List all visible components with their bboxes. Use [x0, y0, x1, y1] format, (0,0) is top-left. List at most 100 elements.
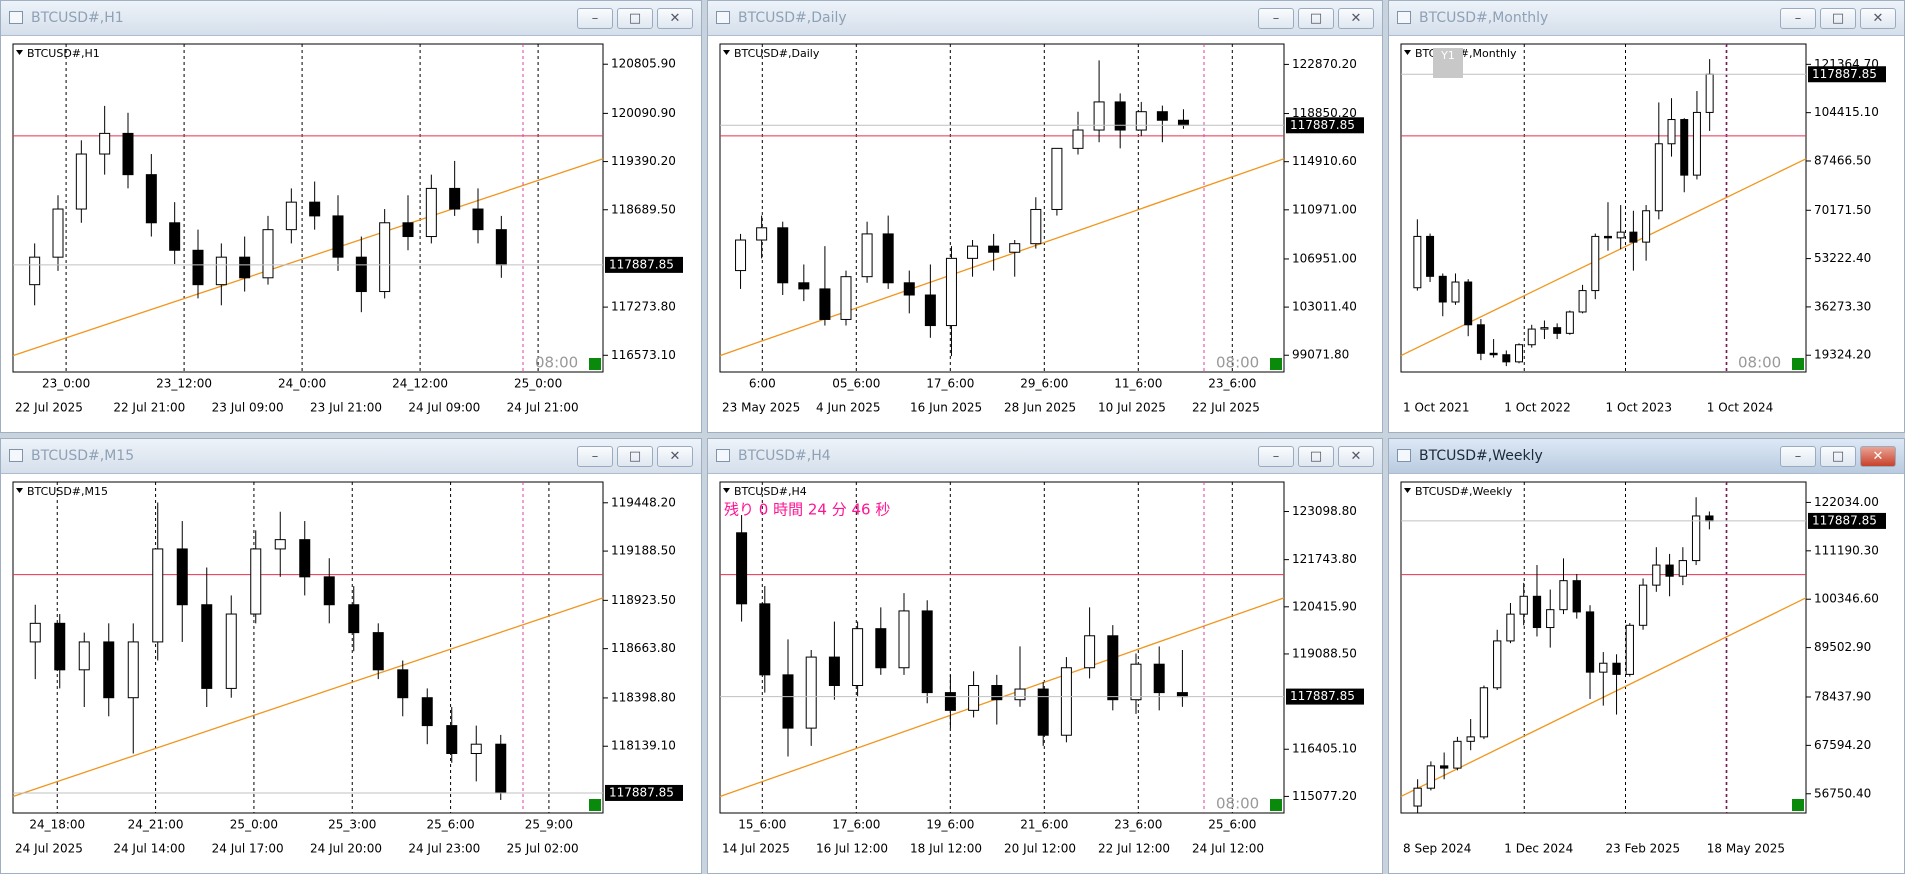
window-icon [716, 11, 730, 24]
price-label: 118663.80 [611, 641, 676, 655]
time-label: 24_21:00 [128, 818, 184, 832]
minimize-button[interactable]: – [577, 446, 613, 467]
minimize-button[interactable]: – [1780, 8, 1816, 29]
candle-body [372, 632, 384, 671]
date-label: 1 Dec 2024 [1504, 842, 1573, 856]
candle-body [446, 725, 458, 754]
candle-body [1519, 595, 1528, 615]
maximize-button[interactable]: □ [1820, 446, 1856, 467]
candle-body [1559, 580, 1568, 611]
close-button[interactable]: ✕ [1338, 446, 1374, 467]
candle-body [819, 288, 831, 320]
price-tag [1286, 688, 1364, 705]
window-icon [9, 11, 23, 24]
minimize-button[interactable]: – [1258, 8, 1294, 29]
date-label: 1 Oct 2022 [1504, 401, 1571, 415]
price-label: 111190.30 [1814, 543, 1879, 557]
date-label: 23 May 2025 [722, 401, 800, 415]
minimize-button[interactable]: – [1258, 446, 1294, 467]
price-label: 116573.10 [611, 348, 676, 362]
candle-body [379, 222, 391, 293]
candle-body [759, 603, 771, 676]
close-button[interactable]: ✕ [1860, 446, 1896, 467]
price-label: 104415.10 [1814, 105, 1879, 119]
candle-body [903, 282, 915, 296]
symbol-label: BTCUSD#,Daily [734, 47, 820, 60]
chart-area: BTCUSD#,Monthly 1 Oct 2021 1 Oct 2022 1 Oct… [1400, 43, 1886, 415]
candle-body [1440, 765, 1449, 769]
time-remaining: 残り 0 時間 24 分 46 秒 [724, 501, 890, 519]
candle-body [1527, 328, 1536, 346]
candle-body [1546, 609, 1555, 629]
candle-body [152, 548, 164, 643]
candle-body [402, 222, 414, 238]
symbol-label: BTCUSD#,H1 [27, 47, 100, 60]
date-label: 16 Jul 12:00 [816, 842, 888, 856]
price-label: 120090.90 [611, 106, 676, 120]
price-label: 118139.10 [611, 739, 676, 753]
candle-body [1678, 560, 1687, 577]
maximize-button[interactable]: □ [1298, 446, 1334, 467]
close-button[interactable]: ✕ [1338, 8, 1374, 29]
dropdown-arrow [1404, 488, 1411, 493]
date-label: 22 Jul 21:00 [113, 401, 185, 415]
plot-frame [719, 43, 1285, 373]
date-label: 18 Jul 12:00 [910, 842, 982, 856]
price-label: 89502.90 [1814, 640, 1871, 654]
time-label: 11_6:00 [1114, 377, 1162, 391]
chart-window: BTCUSD#,Weekly – □ ✕ BTCUSD#,Weekly 8 Sep 202… [1388, 438, 1905, 874]
time-label: 23_0:00 [42, 377, 90, 391]
price-label: 100346.60 [1814, 592, 1879, 606]
candle-body [736, 532, 748, 605]
candle-body [777, 227, 789, 284]
candle-body [495, 229, 507, 266]
candle-body [1114, 101, 1126, 131]
candle-body [355, 256, 367, 293]
candle-body [323, 576, 335, 606]
maximize-button[interactable]: □ [617, 446, 653, 467]
candle-body [1489, 352, 1498, 356]
current-price: 117887.85 [1290, 118, 1355, 132]
candle-body [225, 613, 237, 689]
price-label: 122034.00 [1814, 495, 1879, 509]
candle-body [274, 539, 286, 550]
maximize-button[interactable]: □ [617, 8, 653, 29]
price-label: 99071.80 [1292, 348, 1349, 362]
date-label: 24 Jul 14:00 [113, 842, 185, 856]
maximize-button[interactable]: □ [1820, 8, 1856, 29]
date-label: 23 Feb 2025 [1606, 842, 1681, 856]
close-button[interactable]: ✕ [657, 446, 693, 467]
candle-body [945, 257, 957, 327]
candle-body [1413, 787, 1422, 807]
countdown: 08:00 [535, 354, 578, 372]
trend-line [12, 158, 604, 357]
date-label: 24 Jul 20:00 [310, 842, 382, 856]
candle-body [1072, 129, 1084, 149]
candle-body [1009, 243, 1021, 253]
candle-body [1553, 327, 1562, 334]
chart-window: BTCUSD#,Daily – □ ✕ BTCUSD#,Daily 6:00 05_6:00… [707, 0, 1383, 433]
price-label: 87466.50 [1814, 153, 1871, 167]
candle-body [944, 692, 956, 711]
candle-body [309, 201, 321, 217]
chart-area: BTCUSD#,Weekly 8 Sep 2024 1 Dec 2024 23 Feb… [1400, 481, 1886, 856]
candle-body [1691, 515, 1701, 562]
candle-body [967, 245, 979, 259]
status-box [1792, 358, 1804, 370]
close-button[interactable]: ✕ [657, 8, 693, 29]
candle-body [1453, 740, 1462, 769]
date-label: 22 Jul 2025 [1192, 401, 1260, 415]
trend-line [12, 597, 604, 798]
minimize-button[interactable]: – [1780, 446, 1816, 467]
time-label: 25_9:00 [525, 818, 573, 832]
window-title: BTCUSD#,Weekly [1419, 448, 1543, 464]
title-bar: BTCUSD#,H4 – □ ✕ [708, 439, 1382, 474]
minimize-button[interactable]: – [577, 8, 613, 29]
candle-body [875, 628, 887, 669]
close-button[interactable]: ✕ [1860, 8, 1896, 29]
price-label: 36273.30 [1814, 299, 1871, 313]
maximize-button[interactable]: □ [1298, 8, 1334, 29]
candle-body [397, 669, 409, 699]
candle-body [1603, 235, 1612, 239]
